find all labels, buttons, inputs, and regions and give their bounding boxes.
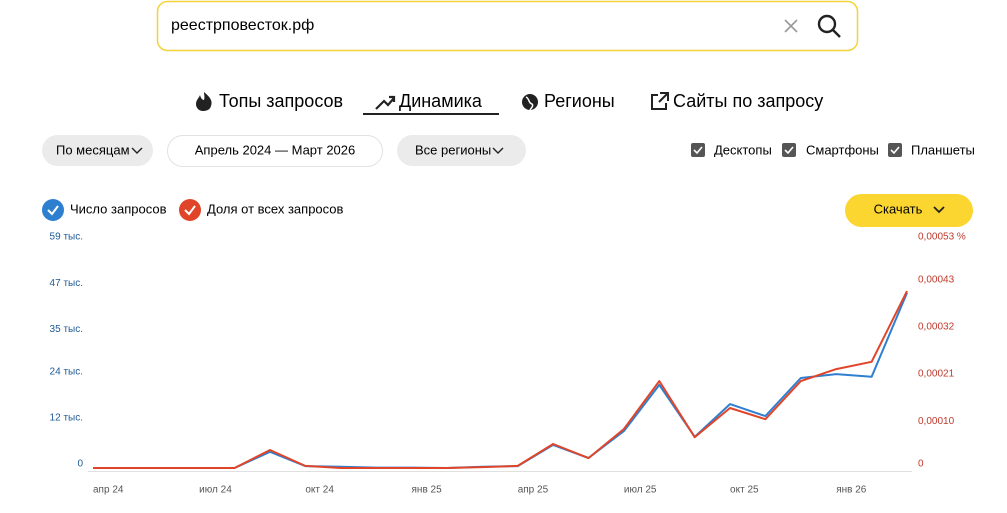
- trend-icon: [375, 95, 396, 110]
- period-button[interactable]: [42, 135, 153, 166]
- x-tick-label: окт 25: [730, 485, 759, 496]
- search-query: реестрповесток.рф: [171, 17, 314, 34]
- y2-tick-label: 0,00053 %: [918, 232, 966, 243]
- globe-detail: [525, 96, 534, 111]
- region-button[interactable]: [397, 135, 526, 166]
- device-checkbox[interactable]: [888, 143, 902, 157]
- link-icon: [651, 92, 669, 110]
- chevron: [492, 147, 504, 154]
- chart: 0 12 тыс. 24 тыс. 35 тыс. 47 тыс. 59 тыс. 0 0,0…: [50, 232, 966, 496]
- x-tick-label: апр 24: [93, 485, 124, 496]
- device-label: Десктопы: [714, 142, 772, 157]
- x-tick-label: июл 25: [624, 485, 657, 496]
- date-range-label: Апрель 2024 — Март 2026: [195, 142, 356, 157]
- x-tick-label: июл 24: [199, 485, 232, 496]
- legend-swatch: [179, 199, 201, 221]
- search-box[interactable]: [156, 0, 859, 52]
- tab[interactable]: Регионы: [544, 91, 615, 111]
- y-tick-label: 47 тыс.: [50, 278, 83, 289]
- x-tick-label: янв 26: [836, 485, 867, 496]
- legend-toggle[interactable]: [179, 199, 201, 221]
- clear-icon[interactable]: [784, 19, 798, 33]
- x-tick-label: янв 25: [412, 485, 443, 496]
- y-tick-label: 12 тыс.: [50, 412, 83, 423]
- device-checkbox[interactable]: [691, 143, 705, 157]
- download-button[interactable]: [845, 194, 973, 227]
- device-checkbox[interactable]: [782, 143, 796, 157]
- tab-underline: [363, 113, 499, 115]
- legend-swatch: [42, 199, 64, 221]
- legend-label: Доля от всех запросов: [207, 201, 344, 216]
- y-tick-label: 0: [77, 459, 83, 470]
- x-tick-label: апр 25: [518, 485, 549, 496]
- device-label: Планшеты: [911, 142, 975, 157]
- tab[interactable]: Топы запросов: [219, 91, 343, 111]
- region-label: Все регионы: [415, 142, 491, 157]
- chevron: [933, 206, 945, 214]
- y-tick-label: 59 тыс.: [50, 232, 83, 243]
- tab[interactable]: Сайты по запросу: [673, 91, 823, 111]
- download-label: Скачать: [874, 201, 923, 216]
- device-label: Смартфоны: [806, 142, 879, 157]
- legend-toggle[interactable]: [42, 199, 64, 221]
- period-label: По месяцам: [56, 142, 130, 157]
- y2-tick-label: 0,00032: [918, 322, 955, 333]
- x-tick-label: окт 24: [305, 485, 334, 496]
- series-line: [93, 290, 908, 469]
- series-line: [93, 292, 908, 469]
- search-icon[interactable]: [817, 14, 841, 38]
- legend-label: Число запросов: [70, 201, 167, 216]
- y-tick-label: 35 тыс.: [50, 324, 83, 335]
- tab-active[interactable]: Динамика: [399, 91, 483, 111]
- y2-tick-label: 0,00021: [918, 369, 955, 380]
- y2-tick-label: 0: [918, 459, 924, 470]
- chevron: [131, 147, 143, 154]
- y2-tick-label: 0,00043: [918, 274, 955, 285]
- y2-tick-label: 0,00010: [918, 416, 955, 427]
- fire-icon: [196, 92, 212, 111]
- y-tick-label: 24 тыс.: [50, 366, 83, 377]
- date-range-button[interactable]: [167, 135, 383, 167]
